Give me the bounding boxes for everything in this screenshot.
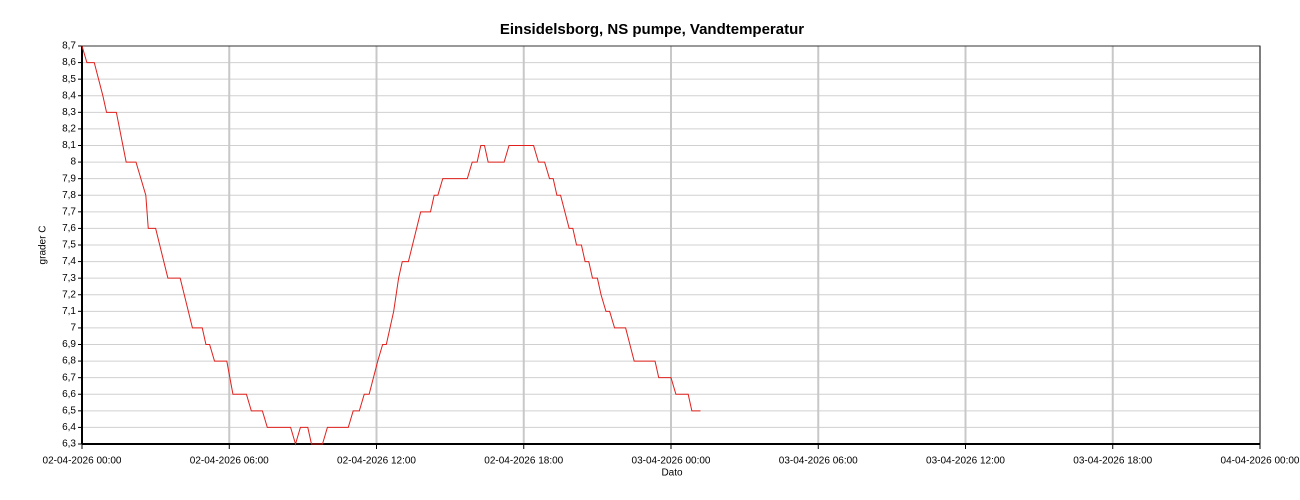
x-tick-label: 03-04-2026 12:00: [926, 456, 1005, 467]
y-tick-label: 8,6: [62, 57, 76, 68]
y-tick-label: 7,7: [62, 206, 76, 217]
x-tick-label: 02-04-2026 00:00: [43, 456, 122, 467]
x-axis-label: Dato: [661, 468, 683, 479]
x-tick-label: 04-04-2026 00:00: [1221, 456, 1300, 467]
x-tick-label: 02-04-2026 12:00: [337, 456, 416, 467]
y-tick-label: 8,2: [62, 124, 76, 135]
x-tick-label: 03-04-2026 06:00: [779, 456, 858, 467]
y-tick-label: 6,6: [62, 389, 76, 400]
y-tick-label: 6,7: [62, 372, 76, 383]
y-tick-label: 8: [70, 157, 76, 168]
x-tick-label: 03-04-2026 00:00: [632, 456, 711, 467]
y-tick-label: 7,3: [62, 273, 76, 284]
y-axis-label: grader C: [38, 226, 49, 265]
y-tick-label: 6,4: [62, 422, 76, 433]
y-tick-label: 8,3: [62, 107, 76, 118]
y-tick-label: 7,9: [62, 173, 76, 184]
y-tick-label: 7,4: [62, 256, 76, 267]
x-tick-label: 02-04-2026 06:00: [190, 456, 269, 467]
x-tick-label: 02-04-2026 18:00: [484, 456, 563, 467]
y-tick-label: 7: [70, 323, 76, 334]
y-tick-label: 7,1: [62, 306, 76, 317]
y-tick-label: 8,7: [62, 41, 76, 52]
y-tick-label: 7,5: [62, 240, 76, 251]
y-tick-label: 6,5: [62, 405, 76, 416]
y-tick-label: 8,1: [62, 140, 76, 151]
y-tick-label: 8,4: [62, 90, 76, 101]
y-tick-label: 8,5: [62, 74, 76, 85]
y-tick-label: 7,2: [62, 289, 76, 300]
y-tick-label: 7,6: [62, 223, 76, 234]
x-tick-label: 03-04-2026 18:00: [1073, 456, 1152, 467]
y-tick-label: 6,3: [62, 439, 76, 450]
line-series: [81, 45, 701, 446]
chart-title: Einsidelsborg, NS pumpe, Vandtemperatur: [500, 21, 804, 38]
y-tick-label: 7,8: [62, 190, 76, 201]
y-tick-label: 6,9: [62, 339, 76, 350]
y-tick-label: 6,8: [62, 356, 76, 367]
